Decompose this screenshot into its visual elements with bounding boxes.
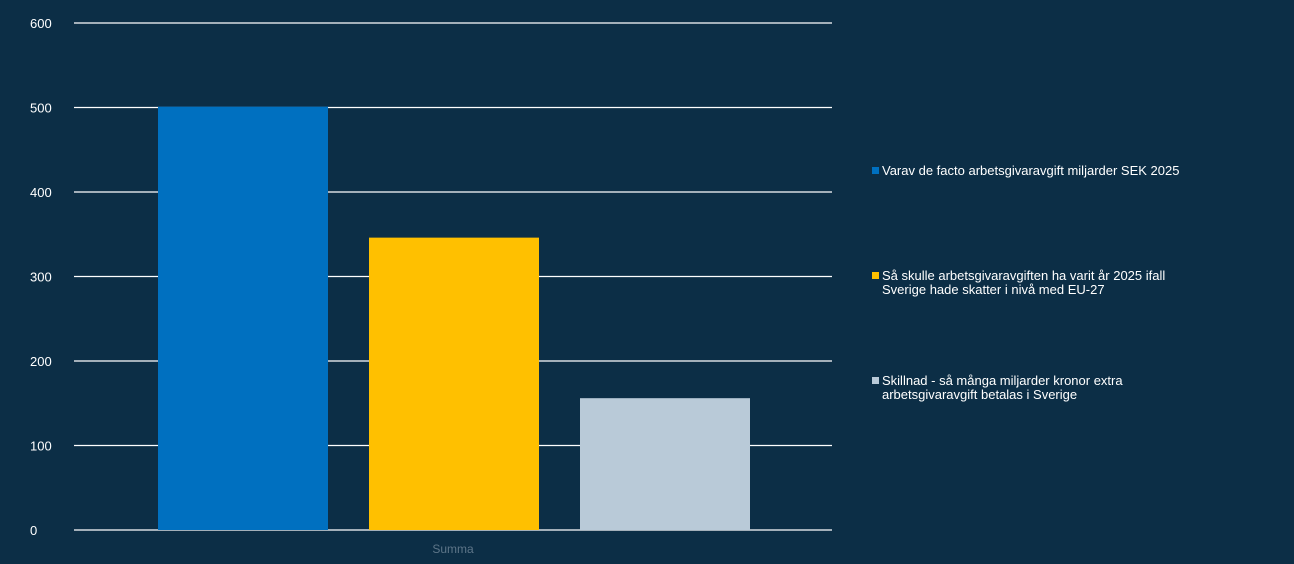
y-tick-label: 500 (30, 101, 52, 116)
legend-swatch (872, 377, 879, 384)
y-tick-label: 400 (30, 185, 52, 200)
legend-label: arbetsgivaravgift betalas i Sverige (882, 387, 1077, 402)
legend-label: Skillnad - så många miljarder kronor ext… (882, 373, 1123, 388)
y-axis-tick-labels: 0 100 200 300 400 500 600 (30, 16, 52, 538)
legend-label: Varav de facto arbetsgivaravgift miljard… (882, 163, 1179, 178)
legend-item: Så skulle arbetsgivaravgiften ha varit å… (872, 268, 1165, 297)
legend-swatch (872, 167, 879, 174)
y-tick-label: 100 (30, 439, 52, 454)
bar-series-1 (158, 106, 328, 530)
y-tick-label: 0 (30, 523, 37, 538)
x-category-label: Summa (432, 542, 474, 556)
legend-item: Skillnad - så många miljarder kronor ext… (872, 373, 1123, 402)
bar-series-3 (580, 398, 750, 530)
bar-series-2 (369, 237, 539, 530)
legend-label: Sverige hade skatter i nivå med EU-27 (882, 282, 1105, 297)
legend-item: Varav de facto arbetsgivaravgift miljard… (872, 163, 1179, 178)
legend-swatch (872, 272, 879, 279)
legend-label: Så skulle arbetsgivaravgiften ha varit å… (882, 268, 1165, 283)
x-axis-category-labels: Summa (432, 542, 474, 556)
y-tick-label: 200 (30, 354, 52, 369)
legend: Varav de facto arbetsgivaravgift miljard… (872, 163, 1179, 402)
bars (158, 106, 750, 530)
y-tick-label: 300 (30, 270, 52, 285)
y-tick-label: 600 (30, 16, 52, 31)
